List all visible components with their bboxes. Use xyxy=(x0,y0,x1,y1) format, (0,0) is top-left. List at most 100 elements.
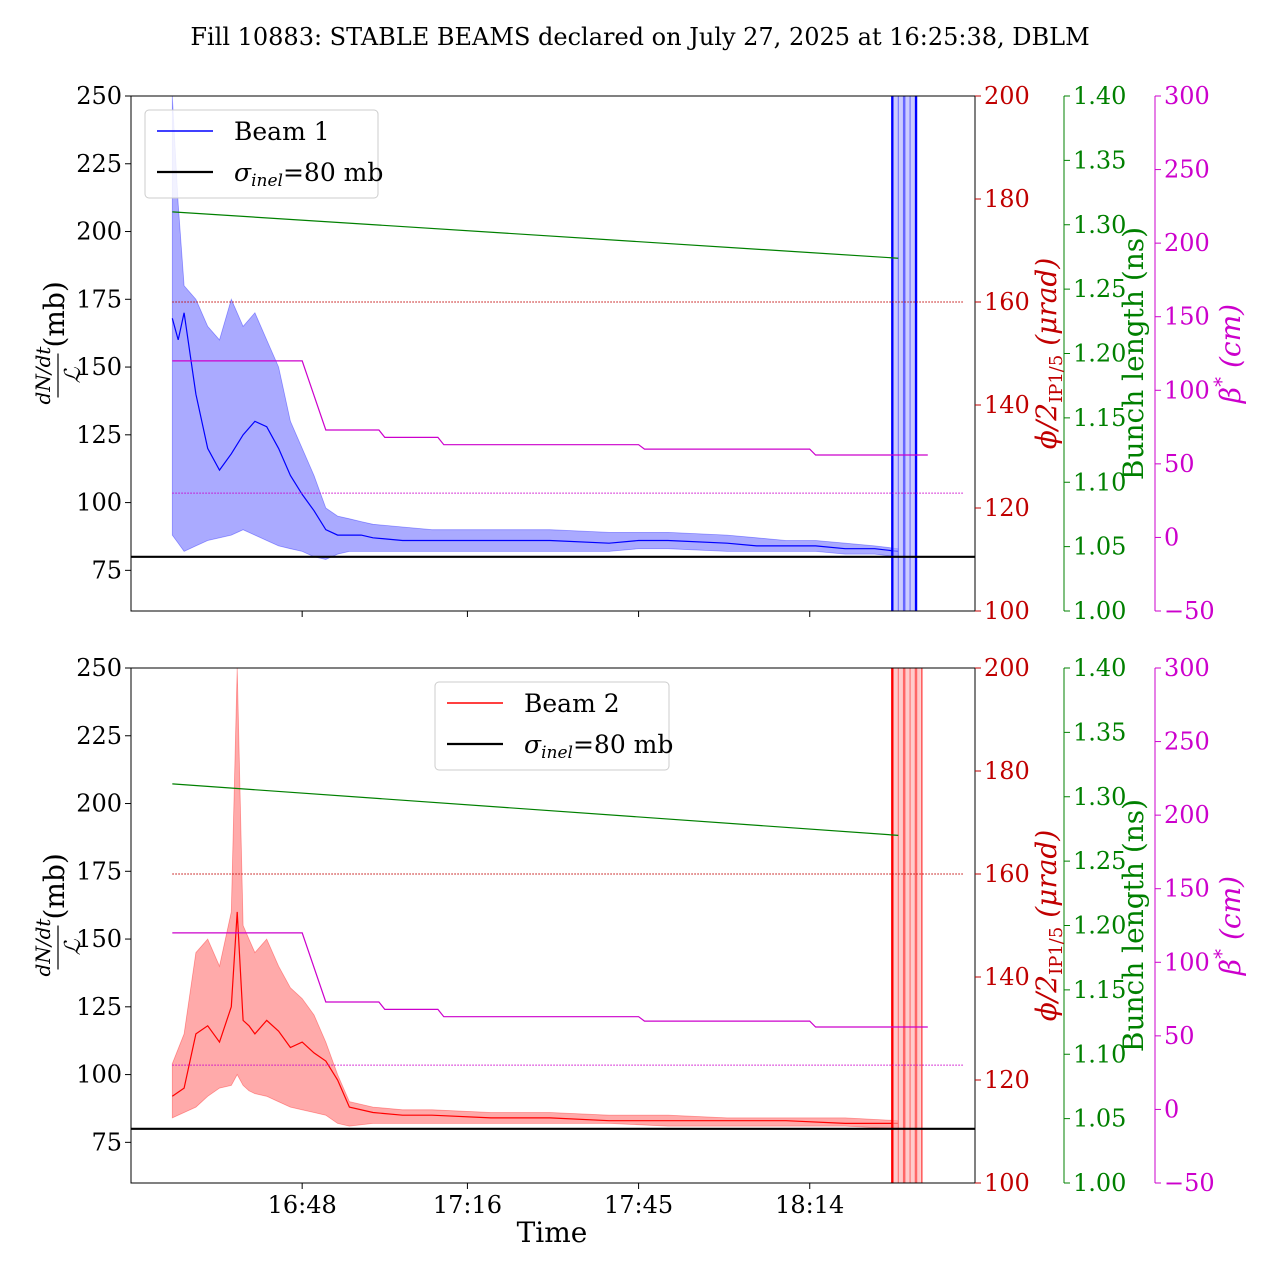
right2-axis-label: Bunch length (ns) xyxy=(1117,799,1150,1052)
right1-axis-label-unit: (μrad) xyxy=(1030,258,1063,355)
right3-axis-label: β* (cm) xyxy=(1209,876,1247,976)
right3-tick-label: 0 xyxy=(1164,523,1179,551)
left-axis-unit: (mb) xyxy=(38,281,71,347)
right1-axis-label-text: ϕ/2IP1/5 (μrad) xyxy=(1030,830,1067,1022)
right2-tick-label: 1.25 xyxy=(1073,847,1126,875)
right2-axis-label: Bunch length (ns) xyxy=(1117,227,1150,480)
right1-axis-label-unit: (μrad) xyxy=(1030,830,1063,927)
left-axis-denominator: ℒ xyxy=(61,938,86,955)
legend-sigma-value: =80 mb xyxy=(573,730,673,759)
right2-tick-label: 1.30 xyxy=(1073,211,1126,239)
left-tick-label: 150 xyxy=(76,925,122,953)
left-tick-label: 75 xyxy=(91,556,122,584)
right1-axis-label: ϕ/2IP1/5 (μrad) xyxy=(1030,830,1067,1022)
left-tick-label: 125 xyxy=(76,421,122,449)
right2-tick-label: 1.05 xyxy=(1073,533,1126,561)
right2-tick-label: 1.20 xyxy=(1073,340,1126,368)
spike-band xyxy=(893,668,921,1183)
right1-axis-label-sub: IP1/5 xyxy=(1046,355,1067,403)
left-tick-label: 250 xyxy=(76,82,122,110)
legend-box xyxy=(434,681,670,771)
panel-beam2: 75 100 125 150 175 200 225 250 16:48 17:16 17:45 18… xyxy=(31,654,1247,1219)
left-tick-label: 250 xyxy=(76,654,122,682)
right3-axis-label-sup: * xyxy=(1209,949,1233,959)
legend-box xyxy=(144,109,379,199)
right1-tick-label: 200 xyxy=(984,654,1030,682)
right1-tick-label: 140 xyxy=(984,963,1030,991)
right3-tick-label: 100 xyxy=(1164,376,1210,404)
left-axis-label: dN/dt ℒ (mb) xyxy=(31,281,86,404)
right3-tick-label: 200 xyxy=(1164,229,1210,257)
left-axis-numerator: dN/dt xyxy=(31,346,55,405)
right2-tick-label: 1.40 xyxy=(1073,654,1126,682)
right3-tick-label: 50 xyxy=(1164,1022,1195,1050)
right3-axis-label-text: β* (cm) xyxy=(1209,876,1247,976)
legend-sigma-symbol: σ xyxy=(524,730,542,759)
right2-axis-label-text: Bunch length (ns) xyxy=(1117,799,1150,1052)
legend-sigma-sub: inel xyxy=(541,743,573,763)
beam-line xyxy=(171,312,899,552)
left-axis-denominator: ℒ xyxy=(61,366,86,383)
right2-tick-label: 1.15 xyxy=(1073,404,1126,432)
right1-tick-label: 160 xyxy=(984,860,1030,888)
legend-sigma-label: σinel=80 mb xyxy=(524,730,673,763)
right3-tick-label: 300 xyxy=(1164,82,1210,110)
left-tick-label: 125 xyxy=(76,993,122,1021)
right1-axis-label-text: ϕ/2IP1/5 (μrad) xyxy=(1030,258,1067,450)
right3-tick-label: 100 xyxy=(1164,948,1210,976)
right3-axis-label: β* (cm) xyxy=(1209,304,1247,404)
beam-line xyxy=(171,911,899,1125)
left-tick-label: 200 xyxy=(76,790,122,818)
right1-axis-label-main: ϕ/2 xyxy=(1030,403,1063,449)
right1-tick-label: 180 xyxy=(984,757,1030,785)
plot-frame xyxy=(130,95,976,612)
right3-tick-label: 250 xyxy=(1164,156,1210,184)
right2-tick-label: 1.40 xyxy=(1073,82,1126,110)
right1-tick-label: 100 xyxy=(984,1169,1030,1197)
beta-star-line xyxy=(172,360,928,456)
right2-tick-label: 1.35 xyxy=(1073,146,1126,174)
beta-star-line xyxy=(172,932,928,1028)
right3-axis-label-unit: (cm) xyxy=(1214,304,1247,377)
bunch-length-line xyxy=(172,211,899,259)
right3-tick-label: 250 xyxy=(1164,728,1210,756)
right3-axis-label-sup: * xyxy=(1209,377,1233,387)
left-tick-label: 175 xyxy=(76,857,122,885)
right1-tick-label: 200 xyxy=(984,82,1030,110)
left-axis-label: dN/dt ℒ (mb) xyxy=(31,853,86,976)
right1-axis-label-sub: IP1/5 xyxy=(1046,927,1067,975)
right2-tick-label: 1.35 xyxy=(1073,718,1126,746)
left-tick-label: 225 xyxy=(76,722,122,750)
x-tick-label: 18:14 xyxy=(775,1191,844,1219)
panel-beam1: 75 100 125 150 175 200 225 250 100 120 140 160 180 20… xyxy=(31,82,1247,625)
right2-tick-label: 1.15 xyxy=(1073,976,1126,1004)
legend: Beam 2 σinel=80 mb xyxy=(434,681,673,771)
right3-axis-label-unit: (cm) xyxy=(1214,876,1247,949)
legend-sigma-label: σinel=80 mb xyxy=(234,158,383,191)
right2-tick-label: 1.00 xyxy=(1073,1169,1126,1197)
legend-beam-label: Beam 2 xyxy=(524,689,620,718)
right3-tick-label: 50 xyxy=(1164,450,1195,478)
left-tick-label: 100 xyxy=(76,489,122,517)
right1-tick-label: 120 xyxy=(984,494,1030,522)
chart-title: Fill 10883: STABLE BEAMS declared on Jul… xyxy=(190,23,1089,51)
left-axis-numerator: dN/dt xyxy=(31,918,55,977)
right2-tick-label: 1.00 xyxy=(1073,597,1126,625)
left-tick-label: 75 xyxy=(91,1128,122,1156)
plot-frame xyxy=(130,667,976,1184)
right1-tick-label: 140 xyxy=(984,391,1030,419)
right1-axis-label: ϕ/2IP1/5 (μrad) xyxy=(1030,258,1067,450)
right1-tick-label: 100 xyxy=(984,597,1030,625)
right3-axis-label-text: β* (cm) xyxy=(1209,304,1247,404)
right1-tick-label: 180 xyxy=(984,185,1030,213)
right1-tick-label: 160 xyxy=(984,288,1030,316)
right3-tick-label: 200 xyxy=(1164,801,1210,829)
right2-tick-label: 1.30 xyxy=(1073,783,1126,811)
left-axis-unit: (mb) xyxy=(38,853,71,919)
right3-axis-label-main: β xyxy=(1214,959,1247,976)
x-tick-label: 17:45 xyxy=(604,1191,673,1219)
right3-tick-label: 0 xyxy=(1164,1095,1179,1123)
legend-sigma-symbol: σ xyxy=(234,158,252,187)
right3-tick-label: 300 xyxy=(1164,654,1210,682)
